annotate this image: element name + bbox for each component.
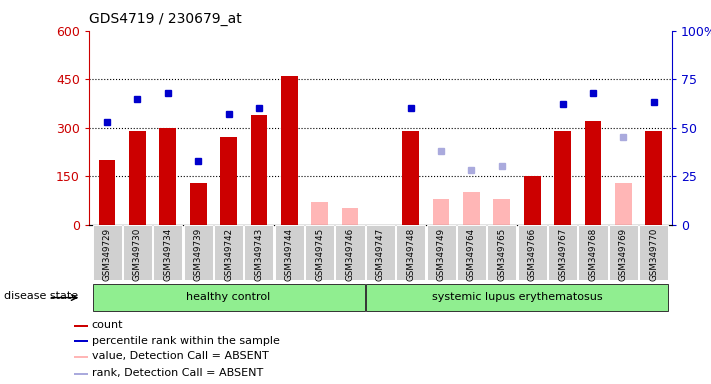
Bar <box>365 225 395 280</box>
Text: GSM349747: GSM349747 <box>376 227 385 281</box>
Bar <box>433 199 449 225</box>
Bar <box>74 340 88 343</box>
Bar <box>639 225 668 280</box>
Bar <box>154 225 183 280</box>
Text: GSM349729: GSM349729 <box>102 227 112 281</box>
Bar <box>74 325 88 327</box>
Bar <box>615 183 631 225</box>
Text: value, Detection Call = ABSENT: value, Detection Call = ABSENT <box>92 351 269 361</box>
Bar <box>524 176 540 225</box>
Bar <box>274 225 304 280</box>
Bar <box>555 131 571 225</box>
Bar <box>92 225 122 280</box>
Bar <box>427 225 456 280</box>
Bar <box>123 225 152 280</box>
Bar <box>214 225 243 280</box>
Text: GDS4719 / 230679_at: GDS4719 / 230679_at <box>89 12 242 25</box>
Bar <box>493 199 510 225</box>
Text: GSM349742: GSM349742 <box>224 227 233 281</box>
Text: GSM349739: GSM349739 <box>193 227 203 281</box>
Text: systemic lupus erythematosus: systemic lupus erythematosus <box>432 291 602 302</box>
Text: GSM349769: GSM349769 <box>619 227 628 281</box>
Text: GSM349767: GSM349767 <box>558 227 567 281</box>
Bar <box>190 183 206 225</box>
Text: GSM349765: GSM349765 <box>498 227 506 281</box>
Bar <box>402 131 419 225</box>
Text: GSM349768: GSM349768 <box>589 227 597 281</box>
Text: count: count <box>92 321 123 331</box>
Bar <box>159 128 176 225</box>
Text: GSM349748: GSM349748 <box>406 227 415 281</box>
Bar <box>311 202 328 225</box>
Bar <box>250 115 267 225</box>
Text: GSM349766: GSM349766 <box>528 227 537 281</box>
Bar <box>548 225 577 280</box>
Bar <box>92 283 365 311</box>
Bar <box>99 160 115 225</box>
Text: healthy control: healthy control <box>186 291 271 302</box>
Text: disease state: disease state <box>4 291 77 301</box>
Text: percentile rank within the sample: percentile rank within the sample <box>92 336 279 346</box>
Bar <box>129 131 146 225</box>
Text: GSM349730: GSM349730 <box>133 227 142 281</box>
Bar <box>74 373 88 375</box>
Bar <box>245 225 274 280</box>
Text: GSM349734: GSM349734 <box>164 227 172 281</box>
Text: GSM349746: GSM349746 <box>346 227 355 281</box>
Bar <box>365 283 668 311</box>
Bar <box>220 137 237 225</box>
Bar <box>584 121 602 225</box>
Bar <box>487 225 516 280</box>
Bar <box>74 356 88 358</box>
Text: GSM349743: GSM349743 <box>255 227 263 281</box>
Bar <box>396 225 425 280</box>
Bar <box>518 225 547 280</box>
Bar <box>457 225 486 280</box>
Text: GSM349770: GSM349770 <box>649 227 658 281</box>
Text: GSM349764: GSM349764 <box>467 227 476 281</box>
Bar <box>609 225 638 280</box>
Bar <box>463 192 480 225</box>
Bar <box>646 131 662 225</box>
Text: rank, Detection Call = ABSENT: rank, Detection Call = ABSENT <box>92 368 263 378</box>
Bar <box>305 225 334 280</box>
Text: GSM349749: GSM349749 <box>437 227 446 281</box>
Bar <box>342 209 358 225</box>
Bar <box>281 76 298 225</box>
Text: GSM349744: GSM349744 <box>285 227 294 281</box>
Bar <box>336 225 365 280</box>
Bar <box>183 225 213 280</box>
Bar <box>578 225 607 280</box>
Text: GSM349745: GSM349745 <box>315 227 324 281</box>
